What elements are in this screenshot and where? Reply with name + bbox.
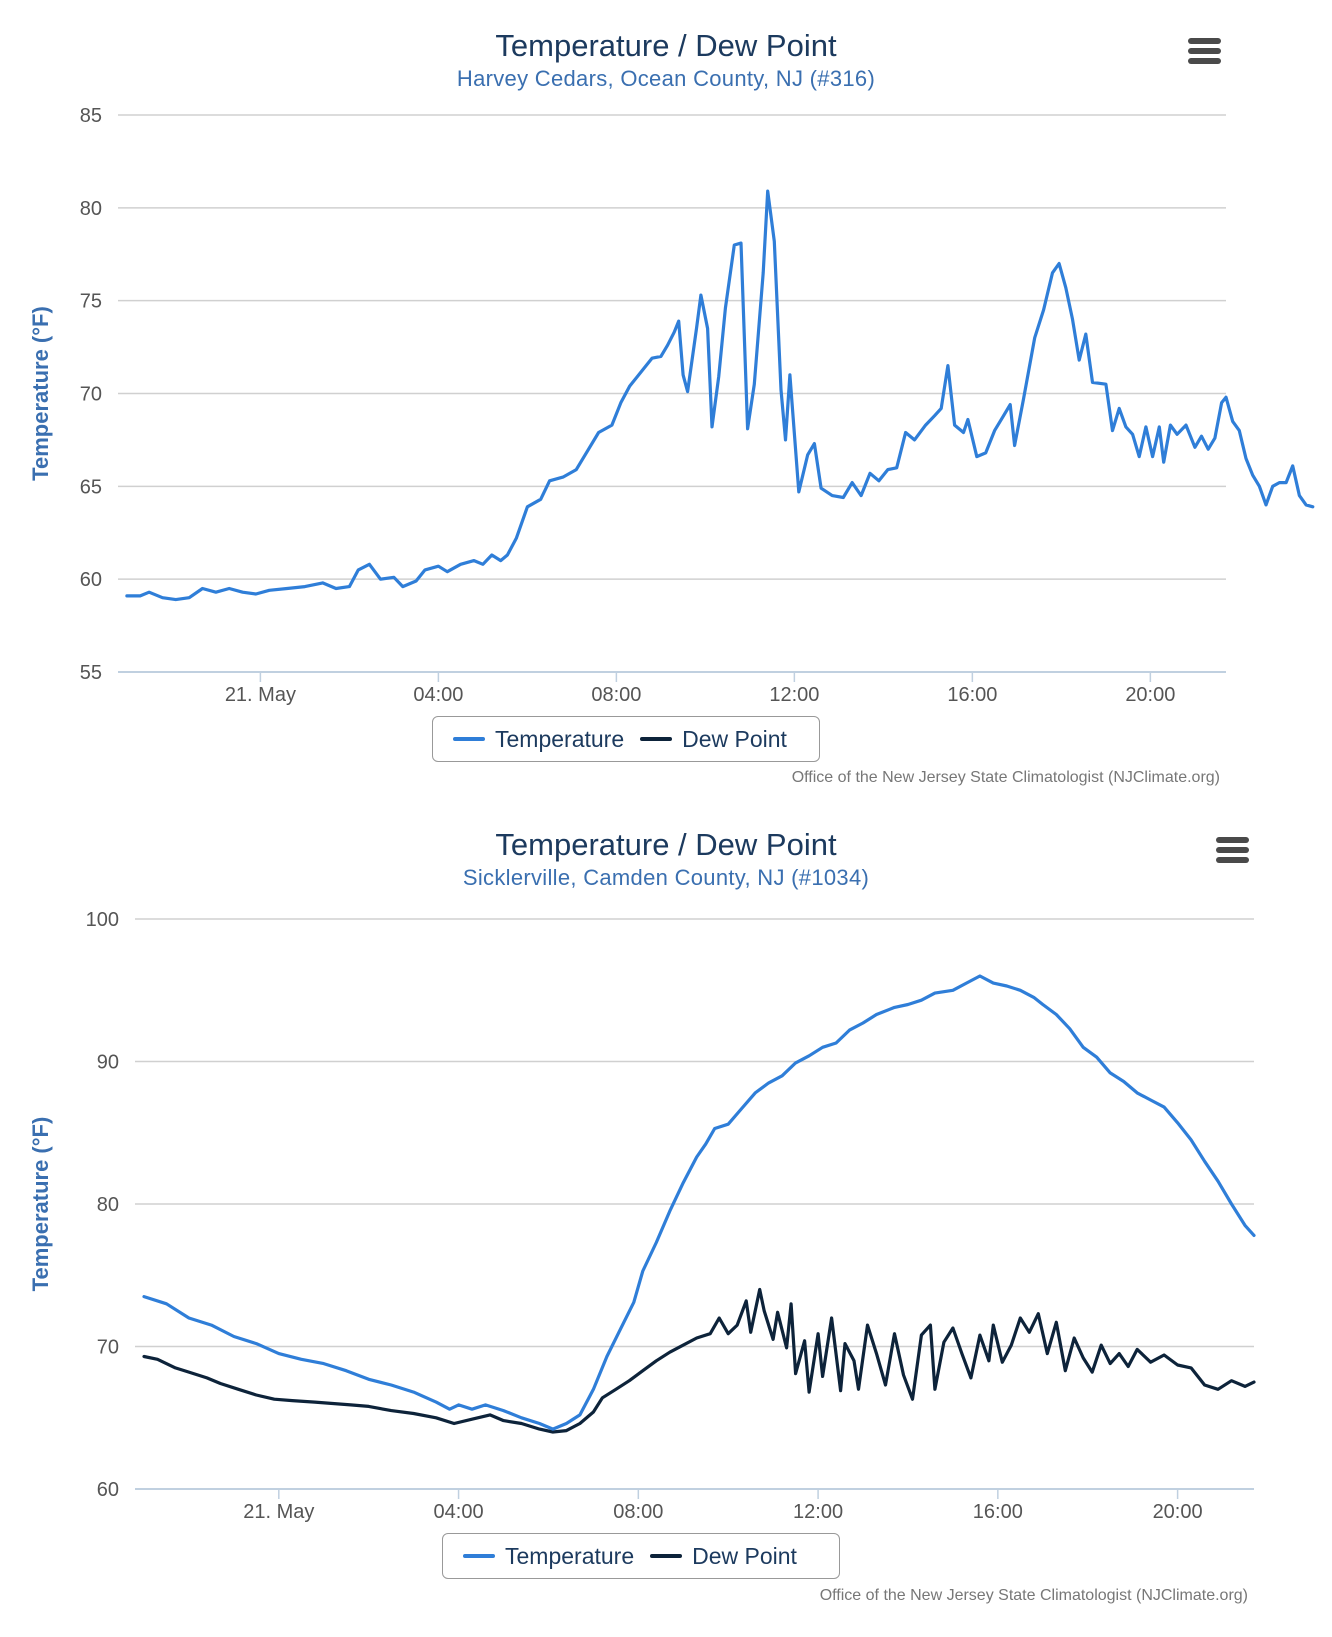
- legend-item-temperature[interactable]: Temperature: [453, 726, 624, 753]
- y-tick-label: 55: [80, 662, 102, 684]
- y-tick-label: 75: [80, 291, 102, 313]
- legend-swatch-dew-point: [640, 737, 673, 741]
- hamburger-icon-bottom: [1216, 857, 1249, 863]
- legend-item-temperature[interactable]: Temperature: [463, 1543, 634, 1570]
- chart-legend: Temperature Dew Point: [432, 716, 820, 762]
- chart-credit[interactable]: Office of the New Jersey State Climatolo…: [819, 1587, 1248, 1604]
- series-line-temperature[interactable]: [142, 974, 1256, 1431]
- chart-menu-button[interactable]: [1184, 34, 1224, 68]
- chart-plot-harvey-cedars: 55 60 65 70 75 80 85 21. May 04:00 08:00 12:00 16:0…: [28, 105, 1315, 706]
- chart-title: Temperature / Dew Point: [495, 28, 837, 63]
- x-tick-label: 20:00: [1153, 1501, 1203, 1523]
- chart-menu-button[interactable]: [1212, 833, 1252, 867]
- y-tick-label: 80: [80, 198, 102, 220]
- y-tick-label: 60: [97, 1479, 119, 1501]
- series-line-dew-point[interactable]: [142, 1287, 1256, 1434]
- legend-label-temperature: Temperature: [495, 725, 625, 752]
- y-tick-label: 65: [80, 476, 102, 498]
- chart-title: Temperature / Dew Point: [495, 827, 837, 862]
- x-tick-label: 21. May: [243, 1501, 314, 1523]
- chart-panel-sicklerville: 60 70 80 90 100 21. May 04:00 08:00 12:00 16:00 20…: [0, 800, 1332, 1637]
- x-tick-label: 12:00: [793, 1501, 843, 1523]
- chart-legend: Temperature Dew Point: [442, 1533, 840, 1579]
- x-tick-label: 08:00: [591, 684, 641, 706]
- x-tick-label: 21. May: [225, 684, 296, 706]
- x-tick-label: 04:00: [434, 1501, 484, 1523]
- legend-swatch-temperature: [453, 737, 485, 741]
- x-tick-label: 12:00: [769, 684, 819, 706]
- legend-label-temperature: Temperature: [505, 1542, 635, 1569]
- series-line-temperature[interactable]: [125, 189, 1315, 602]
- legend-item-dew-point[interactable]: Dew Point: [640, 726, 787, 753]
- legend-swatch-temperature: [463, 1554, 495, 1558]
- legend-item-dew-point[interactable]: Dew Point: [650, 1543, 797, 1570]
- legend-label-dew-point: Dew Point: [682, 725, 787, 752]
- y-tick-label: 90: [97, 1052, 119, 1074]
- hamburger-icon-middle: [1216, 847, 1249, 853]
- chart-panel-harvey-cedars: 55 60 65 70 75 80 85 21. May 04:00 08:00 12:00 16:0…: [0, 0, 1332, 800]
- y-tick-label: 100: [86, 909, 119, 931]
- y-tick-label: 80: [97, 1194, 119, 1216]
- y-tick-label: 60: [80, 569, 102, 591]
- x-tick-label: 16:00: [947, 684, 997, 706]
- chart-credit[interactable]: Office of the New Jersey State Climatolo…: [791, 769, 1220, 786]
- x-tick-label: 20:00: [1125, 684, 1175, 706]
- chart-subtitle: Sicklerville, Camden County, NJ (#1034): [462, 865, 870, 890]
- hamburger-icon-middle: [1188, 48, 1221, 54]
- y-tick-label: 70: [97, 1337, 119, 1359]
- hamburger-icon-bottom: [1188, 58, 1221, 64]
- hamburger-icon: [1188, 38, 1221, 44]
- x-tick-label: 08:00: [613, 1501, 663, 1523]
- y-axis-title: Temperature (°F): [28, 306, 53, 481]
- x-tick-label: 16:00: [973, 1501, 1023, 1523]
- legend-swatch-dew-point: [650, 1554, 683, 1558]
- y-axis-title: Temperature (°F): [28, 1117, 53, 1292]
- legend-label-dew-point: Dew Point: [692, 1542, 797, 1569]
- chart-plot-sicklerville: 60 70 80 90 100 21. May 04:00 08:00 12:00 16:00 20…: [28, 909, 1256, 1523]
- x-tick-label: 04:00: [413, 684, 463, 706]
- y-tick-label: 85: [80, 105, 102, 127]
- y-tick-label: 70: [80, 384, 102, 406]
- hamburger-icon: [1216, 837, 1249, 843]
- chart-subtitle: Harvey Cedars, Ocean County, NJ (#316): [456, 66, 876, 91]
